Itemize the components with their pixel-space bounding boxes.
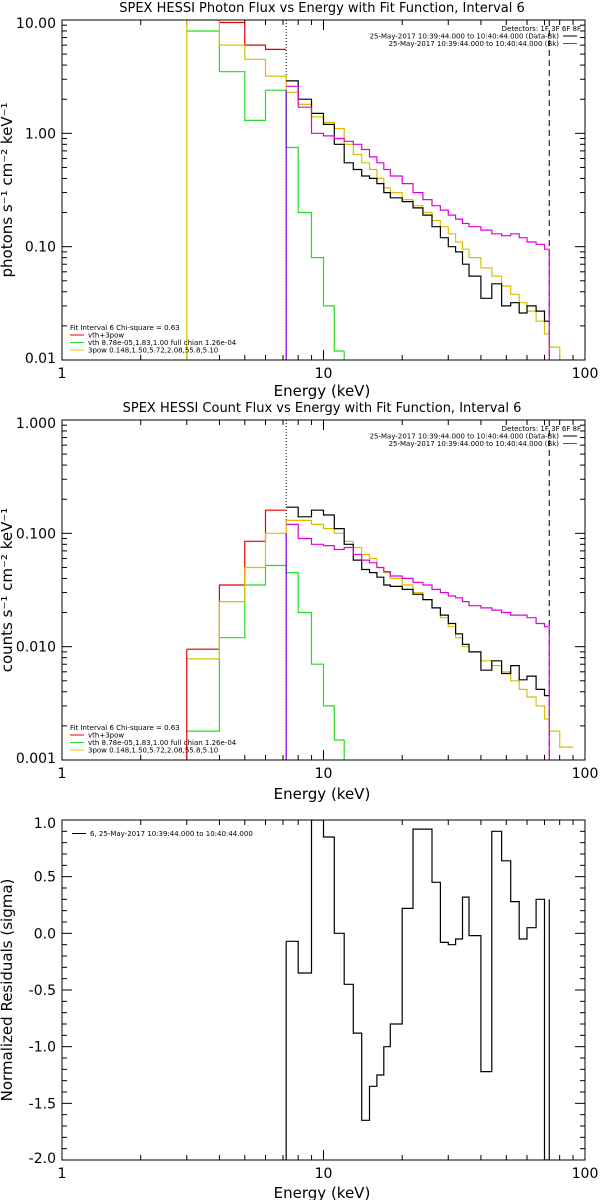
count-flux-plot-area: 1 10 100 0.001 0.010 0.100 1.000 Detectors: 1F …	[16, 416, 598, 782]
count-flux-legend-bottom-text: 3pow 0.148,1.50,5.72,2.08,55.8,5.10	[88, 747, 218, 755]
count-flux-series-vth-line	[186, 564, 345, 741]
residuals-panel: Energy (keV) Normalized Residuals (sigma…	[0, 816, 598, 1200]
photon-flux-data-group	[186, 20, 573, 360]
photon-flux-legend-bottom-text: vth 8.78e-05,1.83,1.00 full chian 1.26e-…	[88, 339, 237, 347]
count-flux-series-3pow-line	[186, 519, 573, 748]
count-flux-y-tick-label: 1.000	[16, 416, 56, 432]
count-flux-x-tick-label: 10	[315, 766, 333, 782]
photon-flux-legend-top-text: 25-May-2017 10:39:44.000 to 10:40:44.000…	[389, 40, 560, 48]
photon-flux-series-3pow-line	[186, 20, 573, 360]
photon-flux-y-tick-label: 10.00	[16, 16, 56, 32]
photon-flux-y-tick-label: 0.01	[25, 351, 56, 367]
photon-flux-y-tick-label: 0.10	[25, 240, 56, 256]
count-flux-legend-top-text: Detectors: 1F 3F 6F 8F	[502, 425, 581, 433]
count-flux-x-tick-label: 100	[572, 766, 599, 782]
photon-flux-title: SPEX HESSI Photon Flux vs Energy with Fi…	[119, 1, 525, 16]
residuals-y-tick-label: -0.5	[29, 983, 56, 999]
residuals-y-tick-label: -1.5	[29, 1096, 56, 1112]
count-flux-legend-bottom-text: Fit Interval 6 Chi-square = 0.63	[70, 724, 180, 732]
photon-flux-y-label: photons s⁻¹ cm⁻² keV⁻¹	[0, 103, 16, 278]
residuals-x-tick-label: 1	[58, 1166, 67, 1182]
photon-flux-x-label: Energy (keV)	[274, 382, 371, 400]
count-flux-series-background-line	[286, 523, 550, 628]
photon-flux-series-data-minus-bk-line	[286, 80, 550, 322]
photon-flux-x-tick-label: 10	[315, 366, 333, 382]
residuals-y-tick-label: 0.0	[34, 926, 56, 942]
count-flux-y-label: counts s⁻¹ cm⁻² keV⁻¹	[0, 508, 16, 673]
count-flux-y-tick-label: 0.010	[16, 640, 56, 656]
photon-flux-legend-bottom-text: Fit Interval 6 Chi-square = 0.63	[70, 324, 180, 332]
count-flux-y-tick-label: 0.001	[16, 751, 56, 767]
photon-flux-y-tick-label: 1.00	[25, 126, 56, 142]
photon-flux-x-tick-label: 1	[58, 366, 67, 382]
photon-flux-panel: SPEX HESSI Photon Flux vs Energy with Fi…	[0, 1, 598, 400]
residuals-x-tick-label: 10	[315, 1166, 333, 1182]
count-flux-x-label: Energy (keV)	[274, 785, 371, 803]
count-flux-x-tick-label: 1	[58, 766, 67, 782]
photon-flux-legend-bottom-text: vth+3pow	[88, 332, 124, 340]
residuals-y-tick-label: -1.0	[29, 1040, 56, 1056]
count-flux-legend-top-text: 25-May-2017 10:39:44.000 to 10:40:44.000…	[389, 440, 560, 448]
count-flux-panel: SPEX HESSI Count Flux vs Energy with Fit…	[0, 401, 598, 803]
count-flux-title: SPEX HESSI Count Flux vs Energy with Fit…	[123, 401, 522, 416]
residuals-frame	[61, 819, 586, 1161]
photon-flux-frame	[61, 19, 586, 361]
photon-flux-series-background-line	[286, 85, 550, 250]
residuals-y-label: Normalized Residuals (sigma)	[0, 879, 16, 1102]
residuals-legend-top-text: 6, 25-May-2017 10:39:44.000 to 10:40:44.…	[90, 830, 253, 838]
photon-flux-plot-area: 1 10 100 0.01 0.10 1.00 10.00 Detectors: 1F 3F …	[16, 16, 598, 382]
count-flux-frame	[61, 419, 586, 761]
photon-flux-legend-top-text: 25-May-2017 10:39:44.000 to 10:40:44.000…	[370, 33, 560, 41]
photon-flux-x-tick-label: 100	[572, 366, 599, 382]
count-flux-data-group	[186, 420, 573, 760]
residuals-series-6-25-may-2017-10-39-44-000-to-10-40-44-000-line	[286, 820, 550, 1160]
residuals-data-group	[285, 820, 550, 1160]
residuals-y-tick-label: 1.0	[34, 816, 56, 832]
photon-flux-legend-top-text: Detectors: 1F 3F 6F 8F	[502, 25, 581, 33]
count-flux-legend-bottom-text: vth+3pow	[88, 732, 124, 740]
count-flux-legend-top-text: 25-May-2017 10:39:44.000 to 10:40:44.000…	[370, 433, 560, 441]
photon-flux-legend-bottom-text: 3pow 0.148,1.50,5.72,2.08,55.8,5.10	[88, 347, 218, 355]
count-flux-series-vth-3pow-line	[186, 509, 287, 650]
photon-flux-series-vth-line	[186, 30, 345, 352]
residuals-y-tick-label: 0.5	[34, 870, 56, 886]
photon-flux-series-vth-3pow-line	[218, 20, 287, 50]
residuals-x-tick-label: 100	[572, 1166, 599, 1182]
residuals-plot-area: 1 10 100 -2.0 -1.5 -1.0 -0.5 0.0 0.5 1.0 6, 25-May…	[29, 816, 599, 1182]
count-flux-series-data-minus-bk-line	[286, 506, 550, 697]
residuals-y-tick-label: -2.0	[29, 1151, 56, 1167]
count-flux-legend-bottom-text: vth 8.78e-05,1.83,1.00 full chian 1.26e-…	[88, 739, 237, 747]
residuals-x-label: Energy (keV)	[274, 1184, 371, 1200]
count-flux-y-tick-label: 0.100	[16, 526, 56, 542]
